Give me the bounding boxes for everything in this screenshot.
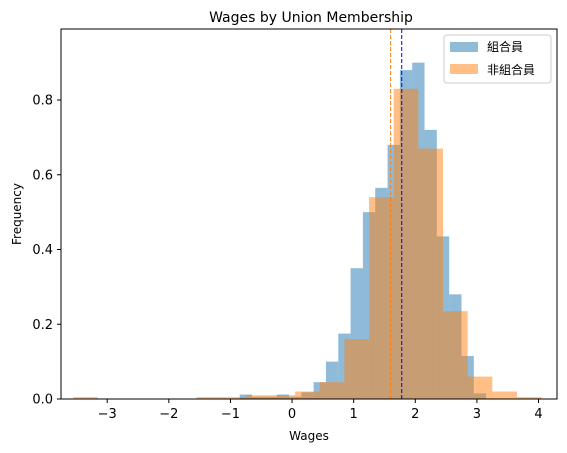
y-axis: 0.0 0.2 0.4 0.6 0.8 xyxy=(32,94,61,408)
x-tick-label: 0 xyxy=(288,407,296,422)
histogram-bar-non-union-9 xyxy=(393,88,419,400)
histogram-bar-non-union-12 xyxy=(467,376,493,399)
x-tick-label: −2 xyxy=(159,407,178,422)
legend-swatch-non-union xyxy=(450,64,478,74)
legend-label-union: 組合員 xyxy=(487,39,523,54)
histogram-bar-non-union-7 xyxy=(344,339,370,399)
y-tick-label: 0.0 xyxy=(32,393,53,408)
histogram-bar-non-union-4 xyxy=(270,395,296,399)
y-tick-label: 0.6 xyxy=(32,168,53,183)
histogram-bar-non-union-13 xyxy=(492,391,517,399)
legend-swatch-union xyxy=(450,42,478,52)
histogram-bar-non-union-8 xyxy=(369,197,394,399)
legend-label-non-union: 非組合員 xyxy=(487,62,535,77)
x-tick-label: −3 xyxy=(98,407,117,422)
histogram-bar-non-union-0 xyxy=(73,397,98,399)
plot-frame xyxy=(60,28,558,400)
histogram-bar-non-union-3 xyxy=(245,395,271,399)
x-axis: −3 −2 −1 0 1 2 3 4 xyxy=(98,399,543,422)
x-tick-label: 4 xyxy=(534,407,542,422)
histogram-bar-non-union-10 xyxy=(418,148,444,399)
plot-area xyxy=(73,29,542,400)
x-tick-label: 2 xyxy=(411,407,419,422)
histogram-bar-non-union-2 xyxy=(221,397,246,399)
legend: 組合員 非組合員 xyxy=(443,34,552,84)
histogram-bar-non-union-11 xyxy=(443,311,468,399)
histogram-bar-non-union-5 xyxy=(295,391,320,399)
histogram-bar-non-union-6 xyxy=(319,382,345,399)
histogram-bar-non-union-1 xyxy=(196,397,222,399)
y-axis-label: Frequency xyxy=(10,183,24,245)
chart-title: Wages by Union Membership xyxy=(209,10,413,26)
x-tick-label: 3 xyxy=(473,407,481,422)
histogram-bar-non-union-14 xyxy=(516,397,542,399)
x-axis-label: Wages xyxy=(289,429,329,443)
x-tick-label: −1 xyxy=(221,407,240,422)
y-tick-label: 0.8 xyxy=(32,94,53,109)
y-tick-label: 0.4 xyxy=(32,243,53,258)
y-tick-label: 0.2 xyxy=(32,318,53,333)
x-tick-label: 1 xyxy=(350,407,358,422)
